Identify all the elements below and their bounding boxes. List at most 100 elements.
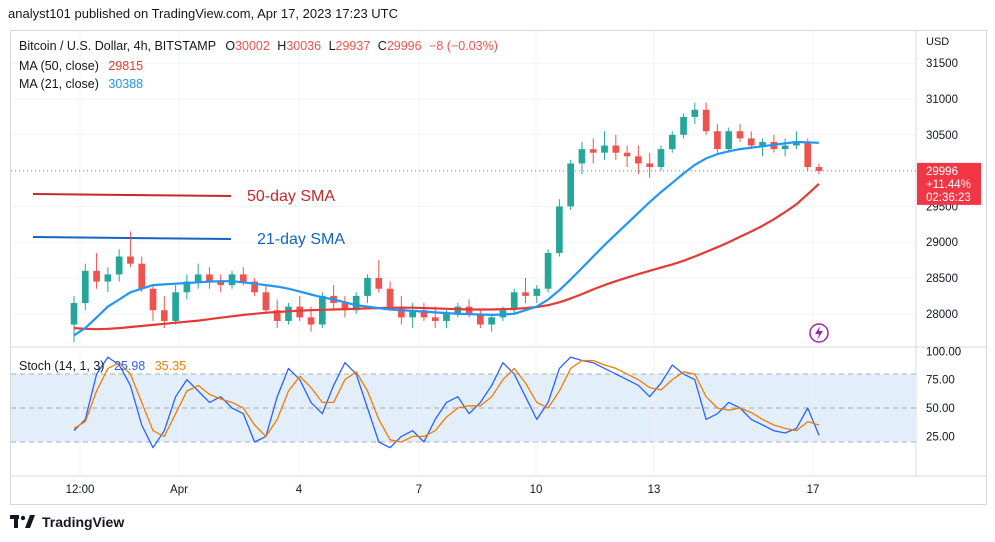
- candle-body: [556, 206, 563, 253]
- candle-body: [533, 288, 541, 296]
- candle-body: [702, 109, 710, 132]
- candle-body: [115, 256, 123, 275]
- high-label: H: [277, 39, 287, 53]
- candle-body: [420, 310, 428, 318]
- time-tick-label: 7: [416, 484, 422, 496]
- open-label: O: [225, 39, 236, 53]
- candle-body: [183, 281, 191, 293]
- candle-body: [601, 145, 608, 153]
- candle-body: [578, 149, 586, 164]
- time-tick-label: 4: [296, 484, 303, 496]
- close-value: 29996: [386, 39, 422, 53]
- candle-body: [341, 303, 349, 311]
- price-tick-label: 29000: [926, 237, 958, 249]
- stoch-tick-label: 25.00: [926, 431, 955, 443]
- candle-body: [589, 149, 597, 153]
- lightning-icon[interactable]: [809, 323, 829, 343]
- time-tick-label: 13: [648, 484, 661, 496]
- candle-body: [149, 288, 157, 311]
- candle-body: [635, 156, 642, 164]
- candle-body: [93, 270, 100, 282]
- change-value: −8 (−0.03%): [429, 39, 498, 53]
- candle-body: [386, 288, 394, 307]
- candle-body: [815, 167, 823, 171]
- candle-body: [759, 141, 766, 146]
- candle-body: [352, 295, 360, 311]
- tradingview-footer[interactable]: TradingView: [10, 514, 124, 530]
- candle-body: [522, 292, 529, 296]
- stoch-label: Stoch (14, 1, 3): [19, 359, 105, 373]
- ma21-value: 30388: [108, 77, 144, 91]
- candle-body: [285, 306, 292, 321]
- publish-header: analyst101 published on TradingView.com,…: [8, 6, 399, 21]
- time-tick-label: Apr: [170, 484, 188, 496]
- candle-body: [544, 252, 552, 289]
- stoch-d-line[interactable]: [73, 359, 820, 443]
- stoch-legend[interactable]: Stoch (14, 1, 3) 25.98 35.35: [19, 359, 186, 373]
- price-axis-currency: USD: [926, 36, 949, 48]
- symbol-name: Bitcoin / U.S. Dollar, 4h, BITSTAMP: [19, 39, 216, 53]
- chart-container[interactable]: 50-day SMA 21-day SMA USD 31500 31000 30500 2…: [10, 30, 987, 505]
- candle-body: [194, 274, 202, 282]
- candle-body: [296, 306, 304, 318]
- candle-body: [714, 131, 721, 150]
- chart-svg[interactable]: 50-day SMA 21-day SMA USD 31500 31000 30500 2…: [11, 31, 986, 504]
- candle-body: [239, 274, 247, 282]
- price-tick-label: 31000: [926, 94, 958, 106]
- ma50-legend[interactable]: MA (50, close) 29815: [19, 59, 143, 73]
- price-tick-label: 28500: [926, 273, 958, 285]
- ma50-line[interactable]: [73, 182, 820, 331]
- candle-body: [409, 310, 416, 318]
- candle-body: [127, 256, 134, 264]
- candle-body: [431, 317, 439, 321]
- time-tick-label: 10: [530, 484, 543, 496]
- candle-body: [781, 145, 789, 150]
- candle-body: [612, 145, 620, 153]
- time-tick-label: 12:00: [66, 484, 95, 496]
- candle-body: [510, 292, 518, 311]
- sma50-annotation-label[interactable]: 50-day SMA: [247, 188, 335, 205]
- sma21-annotation-line[interactable]: [32, 236, 232, 240]
- tradingview-logo-icon: [10, 515, 35, 528]
- candle-body: [81, 270, 89, 304]
- candle-body: [138, 263, 146, 289]
- candle-body: [217, 281, 225, 286]
- candle-body: [725, 131, 733, 150]
- candle-body: [680, 116, 687, 135]
- candle-body: [736, 131, 744, 139]
- candle-body: [206, 274, 213, 282]
- ma21-line[interactable]: [73, 140, 820, 337]
- candle-body: [454, 306, 462, 314]
- price-tick-label: 28000: [926, 309, 958, 321]
- low-value: 29937: [335, 39, 371, 53]
- symbol-legend[interactable]: Bitcoin / U.S. Dollar, 4h, BITSTAMP O300…: [19, 39, 498, 53]
- stoch-tick-label: 75.00: [926, 375, 955, 387]
- candle-body: [70, 303, 78, 325]
- candle-body: [172, 292, 179, 321]
- candle-body: [443, 313, 450, 321]
- stoch-tick-label: 100.00: [926, 346, 961, 358]
- sma21-annotation-label[interactable]: 21-day SMA: [257, 231, 345, 248]
- candle-body: [251, 281, 258, 293]
- candle-body: [364, 277, 371, 296]
- sma50-annotation-line[interactable]: [32, 193, 232, 197]
- stoch-k-line[interactable]: [73, 356, 820, 449]
- candle-body: [623, 152, 631, 157]
- candle-body: [691, 109, 699, 117]
- candle-body: [262, 292, 270, 311]
- candle-body: [307, 317, 315, 325]
- stoch-d-value: 35.35: [154, 359, 186, 373]
- candle-body: [646, 163, 654, 168]
- tradingview-brand: TradingView: [42, 514, 125, 530]
- candle-body: [804, 141, 812, 168]
- candle-body: [104, 274, 112, 282]
- ma21-legend[interactable]: MA (21, close) 30388: [19, 77, 143, 91]
- candle-body: [228, 274, 236, 286]
- price-tick-label: 30500: [926, 130, 958, 142]
- current-price-tag: [917, 162, 981, 205]
- candle-body: [160, 310, 168, 321]
- candle-body: [477, 313, 484, 325]
- current-change-label: +11.44%: [926, 179, 971, 191]
- time-tick-label: 17: [807, 484, 820, 496]
- candle-body: [488, 317, 495, 325]
